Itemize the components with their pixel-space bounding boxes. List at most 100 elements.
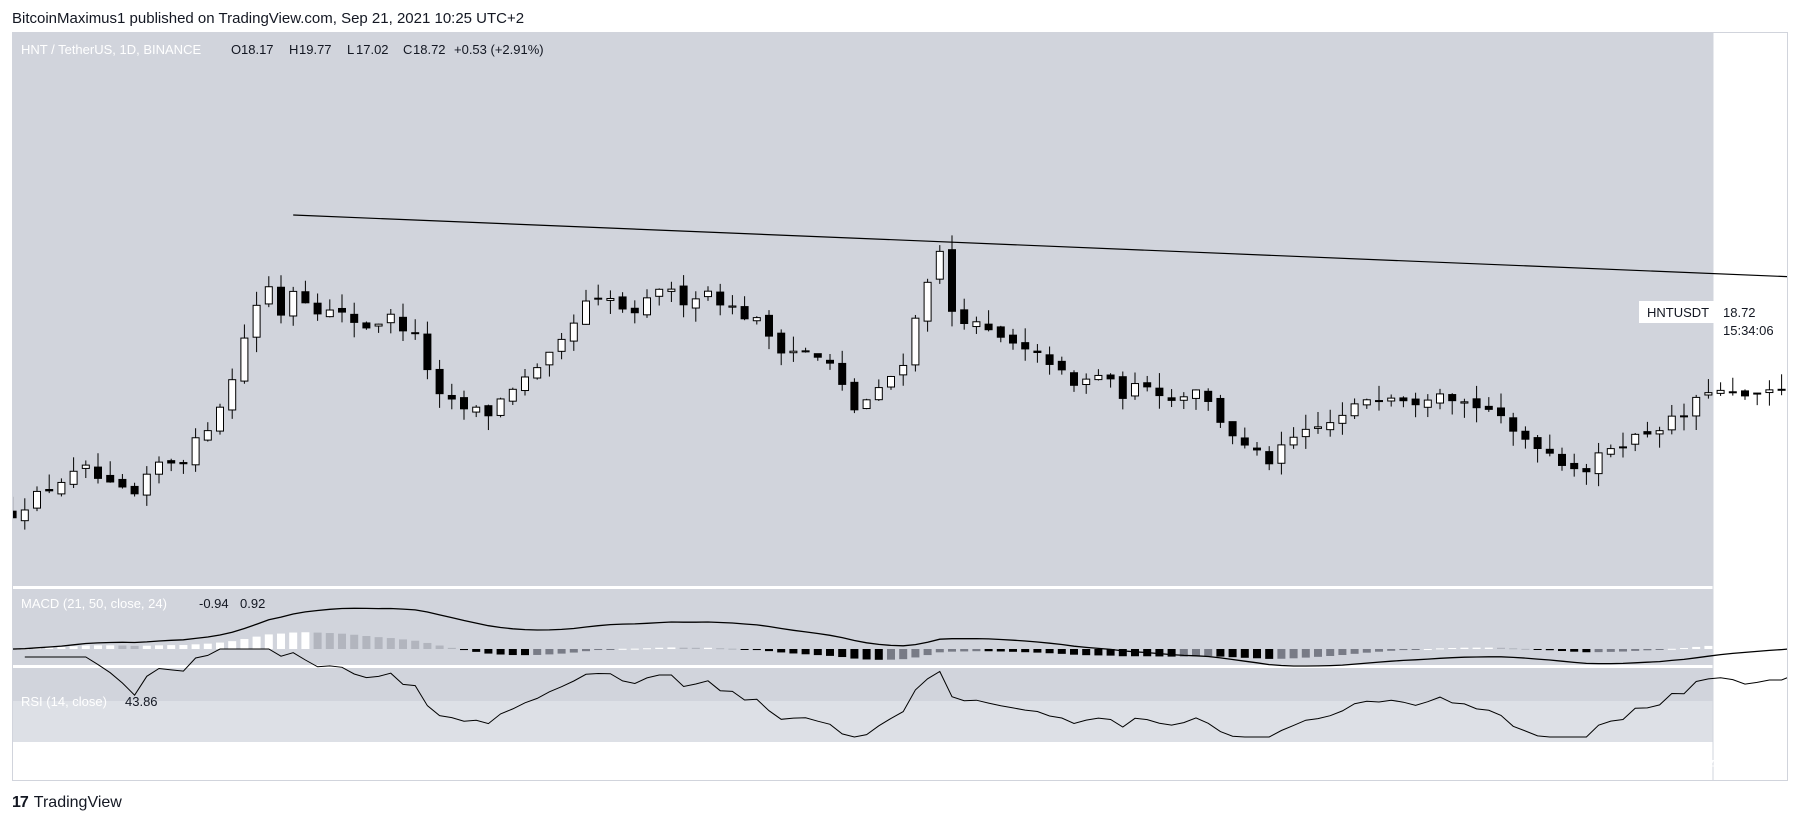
candle[interactable]	[1460, 398, 1469, 418]
candle[interactable]	[996, 325, 1005, 343]
candle[interactable]	[1570, 453, 1579, 477]
candle[interactable]	[679, 275, 688, 318]
candle[interactable]	[1619, 432, 1627, 458]
candle[interactable]	[1277, 431, 1286, 475]
candle[interactable]	[142, 466, 151, 506]
candle[interactable]	[508, 387, 517, 405]
candle[interactable]	[1350, 398, 1359, 419]
candle[interactable]	[1082, 373, 1091, 394]
candle[interactable]	[106, 461, 115, 483]
candle[interactable]	[1643, 421, 1652, 438]
candle[interactable]	[252, 291, 261, 353]
candle[interactable]	[1057, 356, 1066, 375]
candle[interactable]	[862, 398, 871, 410]
candle[interactable]	[460, 390, 468, 420]
candle[interactable]	[1289, 427, 1298, 449]
candle[interactable]	[972, 316, 981, 334]
candle[interactable]	[1240, 427, 1249, 449]
candle[interactable]	[277, 275, 285, 324]
candle[interactable]	[1106, 373, 1115, 388]
candle[interactable]	[179, 459, 188, 474]
candle[interactable]	[1753, 392, 1762, 406]
candle[interactable]	[984, 310, 993, 332]
candle[interactable]	[1545, 434, 1554, 457]
candle[interactable]	[1204, 388, 1213, 411]
candle[interactable]	[264, 276, 273, 308]
candle[interactable]	[130, 482, 139, 497]
candle[interactable]	[167, 458, 176, 472]
candle[interactable]	[777, 329, 786, 366]
candle[interactable]	[496, 397, 505, 418]
rsi-legend[interactable]: RSI (14, close) 43.86	[21, 694, 158, 709]
candle[interactable]	[240, 324, 249, 384]
candle[interactable]	[606, 290, 615, 314]
candle[interactable]	[1338, 402, 1347, 435]
candle[interactable]	[1033, 344, 1042, 363]
candle[interactable]	[1594, 442, 1603, 487]
candle[interactable]	[1423, 394, 1432, 418]
candle[interactable]	[94, 453, 102, 484]
candle[interactable]	[923, 278, 932, 332]
candle[interactable]	[435, 359, 444, 408]
candle[interactable]	[1387, 394, 1396, 407]
candle[interactable]	[911, 314, 920, 372]
candle[interactable]	[1533, 435, 1542, 463]
candle[interactable]	[1009, 328, 1017, 350]
candle[interactable]	[838, 350, 847, 391]
candle[interactable]	[203, 422, 212, 442]
candle[interactable]	[569, 314, 578, 351]
candle[interactable]	[728, 295, 737, 315]
candle[interactable]	[423, 321, 432, 380]
candle[interactable]	[1326, 409, 1335, 437]
candle[interactable]	[1167, 389, 1176, 408]
candle[interactable]	[1070, 370, 1078, 392]
candle[interactable]	[899, 353, 908, 386]
candle[interactable]	[1631, 432, 1640, 452]
candle[interactable]	[704, 286, 712, 301]
candle[interactable]	[1253, 442, 1261, 456]
candle[interactable]	[289, 286, 298, 326]
candle[interactable]	[1692, 394, 1701, 431]
candle[interactable]	[447, 383, 456, 410]
candle[interactable]	[1741, 389, 1749, 400]
candle[interactable]	[1509, 412, 1518, 446]
candle[interactable]	[1777, 374, 1786, 396]
candle[interactable]	[374, 323, 383, 333]
chart-canvas[interactable]: 8.0010.0012.0014.0016.0018.0020.0022.002…	[8, 33, 1813, 780]
candle[interactable]	[338, 294, 346, 323]
candle[interactable]	[411, 319, 420, 340]
candle[interactable]	[69, 457, 78, 488]
candle[interactable]	[1728, 377, 1737, 396]
candle[interactable]	[1362, 398, 1371, 409]
candle[interactable]	[1314, 411, 1322, 434]
candle[interactable]	[1436, 388, 1444, 410]
candle[interactable]	[1375, 385, 1383, 411]
candle[interactable]	[618, 292, 627, 313]
candle[interactable]	[472, 405, 481, 418]
candle[interactable]	[1484, 397, 1493, 412]
candle[interactable]	[1558, 447, 1566, 471]
candle[interactable]	[874, 379, 883, 401]
legend-symbol[interactable]: HNT / TetherUS, 1D, BINANCE	[21, 42, 201, 57]
trendline[interactable]	[293, 214, 1813, 315]
candle[interactable]	[81, 460, 90, 479]
candle[interactable]	[1606, 444, 1615, 458]
candle[interactable]	[399, 303, 407, 341]
candle[interactable]	[1704, 379, 1713, 399]
candle[interactable]	[57, 478, 66, 497]
candle[interactable]	[667, 281, 676, 302]
candle[interactable]	[1411, 392, 1420, 418]
candle[interactable]	[1582, 463, 1591, 485]
chart-frame[interactable]: 8.0010.0012.0014.0016.0018.0020.0022.002…	[8, 32, 1813, 781]
candle[interactable]	[630, 300, 639, 324]
candle[interactable]	[887, 375, 895, 390]
candle[interactable]	[1399, 396, 1408, 408]
candle[interactable]	[765, 310, 773, 350]
candle[interactable]	[1045, 346, 1054, 375]
candle[interactable]	[313, 293, 322, 321]
candle[interactable]	[1094, 369, 1103, 381]
candle[interactable]	[1265, 446, 1274, 471]
candle[interactable]	[813, 353, 822, 361]
macd-legend[interactable]: MACD (21, 50, close, 24) -0.94 0.92	[21, 596, 265, 611]
candle[interactable]	[1155, 373, 1164, 409]
